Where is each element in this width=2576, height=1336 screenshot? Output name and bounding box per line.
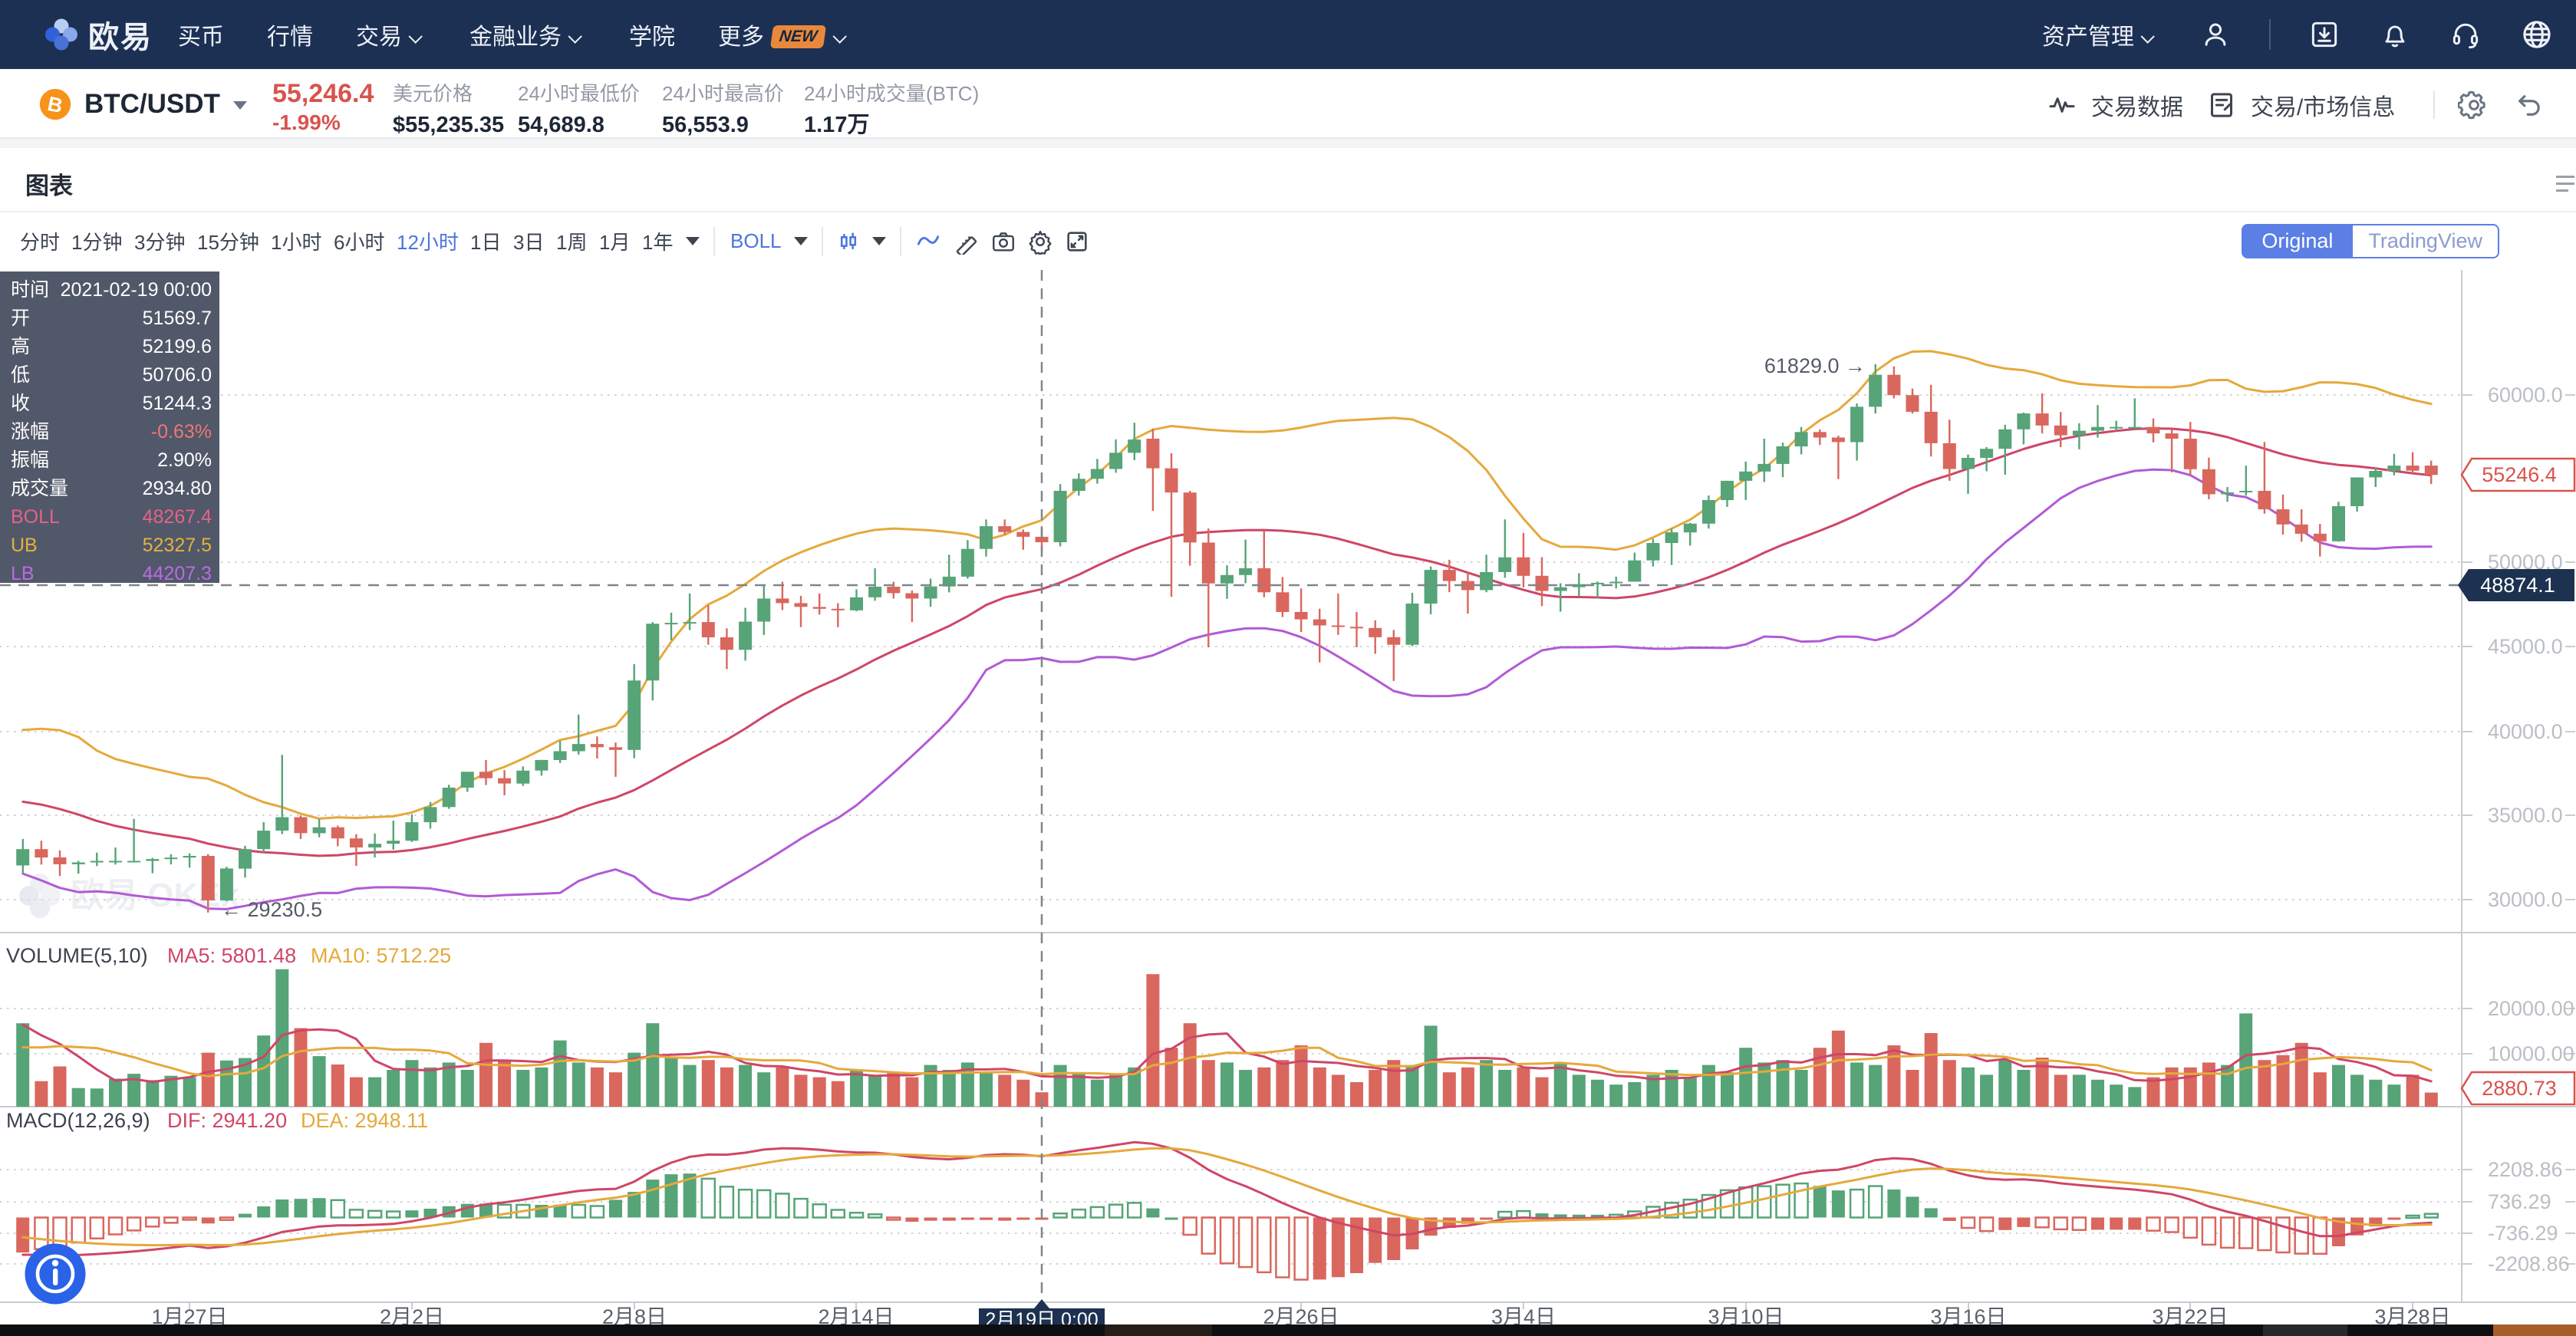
svg-text:涨幅: 涨幅 (11, 421, 49, 443)
svg-text:2021-02-19 00:00: 2021-02-19 00:00 (61, 279, 212, 301)
svg-text:51569.7: 51569.7 (143, 308, 212, 329)
svg-text:10000.00: 10000.00 (2488, 1042, 2574, 1065)
svg-text:VOLUME(5,10): VOLUME(5,10) (6, 944, 148, 967)
svg-text:← 29230.5: ← 29230.5 (221, 898, 322, 921)
svg-text:61829.0 →: 61829.0 → (1764, 354, 1866, 377)
svg-text:50706.0: 50706.0 (143, 364, 212, 386)
svg-text:45000.0: 45000.0 (2488, 635, 2563, 658)
svg-text:2208.86: 2208.86 (2488, 1158, 2563, 1181)
svg-text:MA5: 5801.48: MA5: 5801.48 (167, 944, 296, 967)
svg-text:20000.00: 20000.00 (2488, 997, 2574, 1020)
svg-text:开: 开 (11, 308, 30, 329)
svg-text:51244.3: 51244.3 (143, 393, 212, 414)
svg-text:UB: UB (11, 535, 38, 556)
svg-text:40000.0: 40000.0 (2488, 720, 2563, 743)
svg-text:30000.0: 30000.0 (2488, 888, 2563, 911)
svg-text:成交量: 成交量 (11, 478, 68, 499)
svg-text:2880.73: 2880.73 (2482, 1077, 2557, 1100)
svg-text:48874.1: 48874.1 (2480, 574, 2555, 597)
svg-text:MA10: 5712.25: MA10: 5712.25 (311, 944, 451, 967)
svg-text:2934.80: 2934.80 (143, 478, 212, 499)
svg-text:2.90%: 2.90% (157, 449, 212, 471)
svg-text:-736.29: -736.29 (2488, 1222, 2558, 1245)
svg-text:52327.5: 52327.5 (143, 535, 212, 556)
svg-text:48267.4: 48267.4 (143, 506, 212, 528)
svg-text:52199.6: 52199.6 (143, 336, 212, 357)
svg-text:DEA: 2948.11: DEA: 2948.11 (301, 1109, 428, 1132)
svg-text:-2208.86: -2208.86 (2488, 1252, 2570, 1275)
svg-text:736.29: 736.29 (2488, 1190, 2551, 1213)
svg-text:低: 低 (11, 364, 30, 386)
svg-text:44207.3: 44207.3 (143, 563, 212, 584)
svg-text:DIF: 2941.20: DIF: 2941.20 (167, 1109, 287, 1132)
svg-text:55246.4: 55246.4 (2482, 463, 2557, 486)
svg-text:收: 收 (11, 393, 30, 414)
svg-text:高: 高 (11, 336, 30, 357)
svg-text:60000.0: 60000.0 (2488, 383, 2563, 406)
svg-text:BOLL: BOLL (11, 506, 60, 528)
svg-text:35000.0: 35000.0 (2488, 804, 2563, 827)
svg-text:MACD(12,26,9): MACD(12,26,9) (6, 1109, 150, 1132)
svg-text:振幅: 振幅 (11, 449, 49, 471)
svg-text:-0.63%: -0.63% (151, 421, 212, 443)
svg-text:LB: LB (11, 563, 35, 584)
svg-text:时间: 时间 (11, 279, 49, 301)
